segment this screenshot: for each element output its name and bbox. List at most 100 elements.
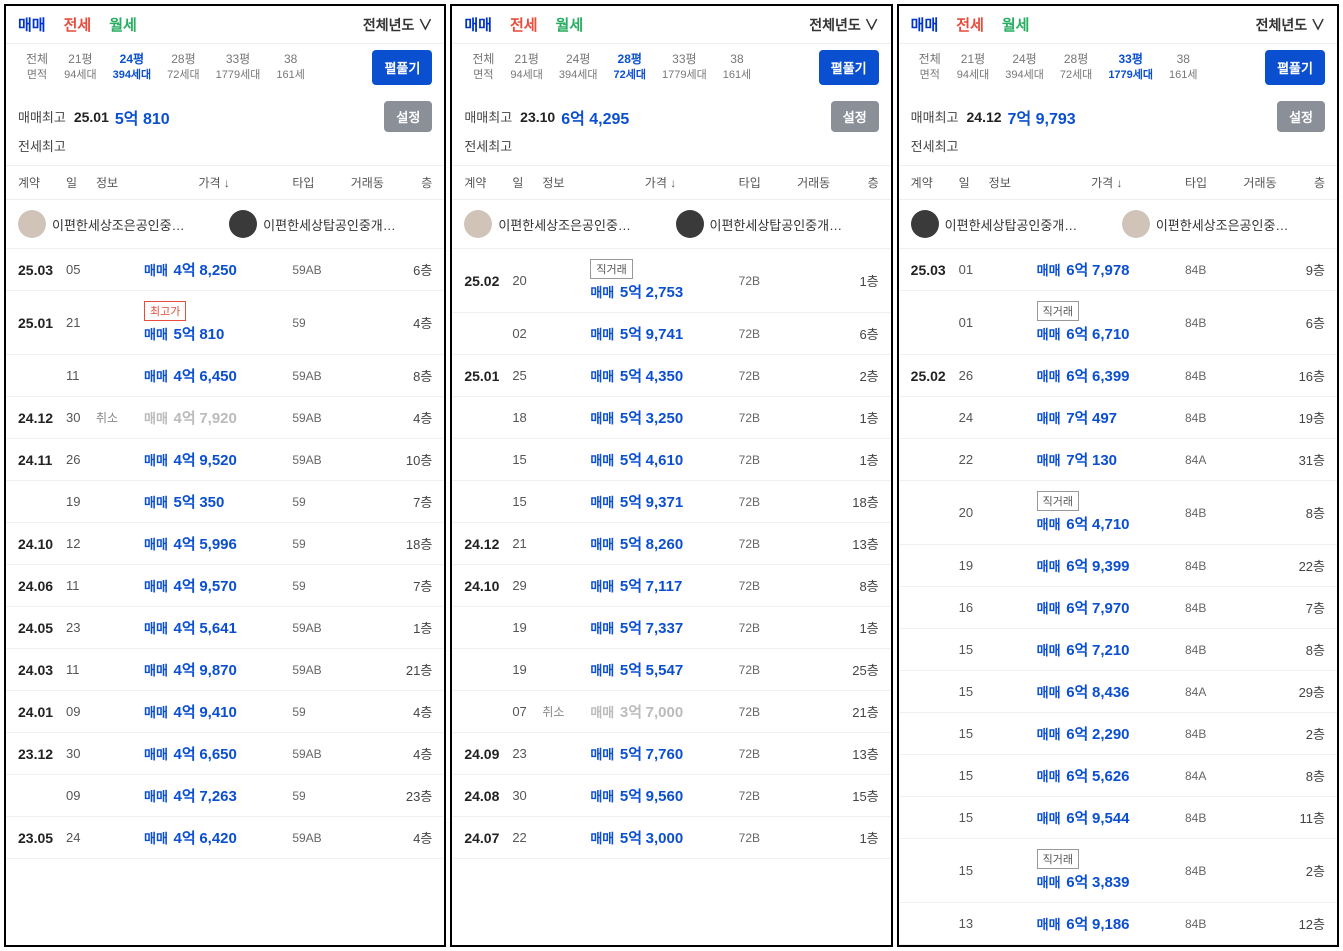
transaction-row[interactable]: 25.01 21 최고가 매매 5억 810 59 4층 bbox=[6, 291, 444, 355]
max-sale-date: 25.01 bbox=[74, 109, 109, 125]
row-day: 24 bbox=[66, 830, 96, 845]
size-tab-all[interactable]: 전체 면적 bbox=[911, 51, 949, 83]
size-tab-2[interactable]: 28평 72세대 bbox=[606, 51, 654, 83]
transaction-row[interactable]: 15 직거래 매매 6억 3,839 84B 2층 bbox=[899, 839, 1337, 903]
th-price[interactable]: 가격 ↓ bbox=[136, 174, 292, 191]
size-tab-2[interactable]: 28평 72세대 bbox=[159, 51, 207, 83]
transaction-row[interactable]: 24.07 22 매매 5억 3,000 72B 1층 bbox=[452, 817, 890, 859]
year-selector[interactable]: 전체년도 ∨ bbox=[363, 15, 432, 35]
transaction-row[interactable]: 19 매매 5억 7,337 72B 1층 bbox=[452, 607, 890, 649]
tab-sale[interactable]: 매매 bbox=[18, 14, 46, 35]
tab-jeonse[interactable]: 전세 bbox=[64, 14, 92, 35]
size-tab-4[interactable]: 38 161세 bbox=[715, 51, 759, 83]
row-day: 15 bbox=[959, 642, 989, 657]
transaction-row[interactable]: 24.08 30 매매 5억 9,560 72B 15층 bbox=[452, 775, 890, 817]
agent-link-2[interactable]: 이편한세상탑공인중개… bbox=[676, 210, 879, 238]
transaction-row[interactable]: 24.09 23 매매 5억 7,760 72B 13층 bbox=[452, 733, 890, 775]
settings-button[interactable]: 설정 bbox=[384, 101, 432, 132]
size-tab-3[interactable]: 33평 1779세대 bbox=[654, 51, 715, 83]
transaction-row[interactable]: 19 매매 6억 9,399 84B 22층 bbox=[899, 545, 1337, 587]
transaction-row[interactable]: 15 매매 6억 9,544 84B 11층 bbox=[899, 797, 1337, 839]
transaction-row[interactable]: 19 매매 5억 5,547 72B 25층 bbox=[452, 649, 890, 691]
row-type: 72B bbox=[739, 327, 789, 341]
transaction-row[interactable]: 25.02 20 직거래 매매 5억 2,753 72B 1층 bbox=[452, 249, 890, 313]
transaction-row[interactable]: 13 매매 6억 9,186 84B 12층 bbox=[899, 903, 1337, 945]
size-label: 28평 bbox=[1060, 51, 1092, 68]
tab-jeonse[interactable]: 전세 bbox=[956, 14, 984, 35]
transaction-row[interactable]: 16 매매 6억 7,970 84B 7층 bbox=[899, 587, 1337, 629]
tab-jeonse[interactable]: 전세 bbox=[510, 14, 538, 35]
size-tab-1[interactable]: 24평 394세대 bbox=[551, 51, 606, 83]
year-selector[interactable]: 전체년도 ∨ bbox=[809, 15, 878, 35]
transaction-row[interactable]: 24 매매 7억 497 84B 19층 bbox=[899, 397, 1337, 439]
transaction-row[interactable]: 24.01 09 매매 4억 9,410 59 4층 bbox=[6, 691, 444, 733]
transaction-row[interactable]: 24.06 11 매매 4억 9,570 59 7층 bbox=[6, 565, 444, 607]
transaction-row[interactable]: 22 매매 7억 130 84A 31층 bbox=[899, 439, 1337, 481]
tab-monthly[interactable]: 월세 bbox=[1002, 14, 1030, 35]
transaction-row[interactable]: 09 매매 4억 7,263 59 23층 bbox=[6, 775, 444, 817]
transaction-row[interactable]: 15 매매 6억 7,210 84B 8층 bbox=[899, 629, 1337, 671]
transaction-row[interactable]: 19 매매 5억 350 59 7층 bbox=[6, 481, 444, 523]
row-type: 72B bbox=[739, 411, 789, 425]
agent-link-1[interactable]: 이편한세상조은공인중… bbox=[464, 210, 667, 238]
transaction-row[interactable]: 20 직거래 매매 6억 4,710 84B 8층 bbox=[899, 481, 1337, 545]
transaction-row[interactable]: 15 매매 5억 4,610 72B 1층 bbox=[452, 439, 890, 481]
row-day: 19 bbox=[959, 558, 989, 573]
size-count: 394세대 bbox=[1005, 68, 1044, 83]
row-floor: 25층 bbox=[839, 660, 879, 679]
tab-sale[interactable]: 매매 bbox=[464, 14, 492, 35]
transaction-row[interactable]: 15 매매 6억 5,626 84A 8층 bbox=[899, 755, 1337, 797]
transaction-row[interactable]: 23.05 24 매매 4억 6,420 59AB 4층 bbox=[6, 817, 444, 859]
transaction-row[interactable]: 25.01 25 매매 5억 4,350 72B 2층 bbox=[452, 355, 890, 397]
size-tab-3[interactable]: 33평 1779세대 bbox=[1100, 51, 1161, 83]
transaction-row[interactable]: 18 매매 5억 3,250 72B 1층 bbox=[452, 397, 890, 439]
transaction-row[interactable]: 01 직거래 매매 6억 6,710 84B 6층 bbox=[899, 291, 1337, 355]
transaction-row[interactable]: 15 매매 5억 9,371 72B 18층 bbox=[452, 481, 890, 523]
year-selector[interactable]: 전체년도 ∨ bbox=[1256, 15, 1325, 35]
transaction-row[interactable]: 24.05 23 매매 4억 5,641 59AB 1층 bbox=[6, 607, 444, 649]
transaction-row[interactable]: 24.11 26 매매 4억 9,520 59AB 10층 bbox=[6, 439, 444, 481]
unfold-button[interactable]: 펼풀기 bbox=[372, 50, 432, 85]
agent-link-1[interactable]: 이편한세상조은공인중… bbox=[18, 210, 221, 238]
transaction-row[interactable]: 24.10 29 매매 5억 7,117 72B 8층 bbox=[452, 565, 890, 607]
th-price[interactable]: 가격 ↓ bbox=[582, 174, 738, 191]
transaction-row[interactable]: 24.03 11 매매 4억 9,870 59AB 21층 bbox=[6, 649, 444, 691]
size-tab-0[interactable]: 21평 94세대 bbox=[502, 51, 550, 83]
transaction-row[interactable]: 24.12 30 취소 매매 4억 7,920 59AB 4층 bbox=[6, 397, 444, 439]
transaction-row[interactable]: 02 매매 5억 9,741 72B 6층 bbox=[452, 313, 890, 355]
settings-button[interactable]: 설정 bbox=[1277, 101, 1325, 132]
transaction-row[interactable]: 24.10 12 매매 4억 5,996 59 18층 bbox=[6, 523, 444, 565]
size-tab-0[interactable]: 21평 94세대 bbox=[949, 51, 997, 83]
size-tab-1[interactable]: 24평 394세대 bbox=[105, 51, 160, 83]
transaction-row[interactable]: 15 매매 6억 8,436 84A 29층 bbox=[899, 671, 1337, 713]
unfold-button[interactable]: 펼풀기 bbox=[1265, 50, 1325, 85]
tab-monthly[interactable]: 월세 bbox=[109, 14, 137, 35]
transaction-row[interactable]: 23.12 30 매매 4억 6,650 59AB 4층 bbox=[6, 733, 444, 775]
settings-button[interactable]: 설정 bbox=[831, 101, 879, 132]
transaction-row[interactable]: 25.03 01 매매 6억 7,978 84B 9층 bbox=[899, 249, 1337, 291]
transaction-row[interactable]: 07 취소 매매 3억 7,000 72B 21층 bbox=[452, 691, 890, 733]
row-floor: 29층 bbox=[1285, 682, 1325, 701]
size-tab-all[interactable]: 전체 면적 bbox=[18, 51, 56, 83]
agent-link-2[interactable]: 이편한세상조은공인중… bbox=[1122, 210, 1325, 238]
size-tab-2[interactable]: 28평 72세대 bbox=[1052, 51, 1100, 83]
size-tab-3[interactable]: 33평 1779세대 bbox=[208, 51, 269, 83]
agents-row: 이편한세상탑공인중개… 이편한세상조은공인중… bbox=[899, 200, 1337, 249]
size-tab-4[interactable]: 38 161세 bbox=[268, 51, 312, 83]
th-price[interactable]: 가격 ↓ bbox=[1029, 174, 1185, 191]
tab-monthly[interactable]: 월세 bbox=[556, 14, 584, 35]
transaction-row[interactable]: 15 매매 6억 2,290 84B 2층 bbox=[899, 713, 1337, 755]
agent-link-1[interactable]: 이편한세상탑공인중개… bbox=[911, 210, 1114, 238]
size-tab-0[interactable]: 21평 94세대 bbox=[56, 51, 104, 83]
tab-sale[interactable]: 매매 bbox=[911, 14, 939, 35]
agent-link-2[interactable]: 이편한세상탑공인중개… bbox=[229, 210, 432, 238]
unfold-button[interactable]: 펼풀기 bbox=[819, 50, 879, 85]
row-type: 72B bbox=[739, 789, 789, 803]
transaction-row[interactable]: 25.03 05 매매 4억 8,250 59AB 6층 bbox=[6, 249, 444, 291]
size-tab-1[interactable]: 24평 394세대 bbox=[997, 51, 1052, 83]
transaction-row[interactable]: 25.02 26 매매 6억 6,399 84B 16층 bbox=[899, 355, 1337, 397]
transaction-row[interactable]: 11 매매 4억 6,450 59AB 8층 bbox=[6, 355, 444, 397]
transaction-row[interactable]: 24.12 21 매매 5억 8,260 72B 13층 bbox=[452, 523, 890, 565]
size-tab-4[interactable]: 38 161세 bbox=[1161, 51, 1205, 83]
size-tab-all[interactable]: 전체 면적 bbox=[464, 51, 502, 83]
